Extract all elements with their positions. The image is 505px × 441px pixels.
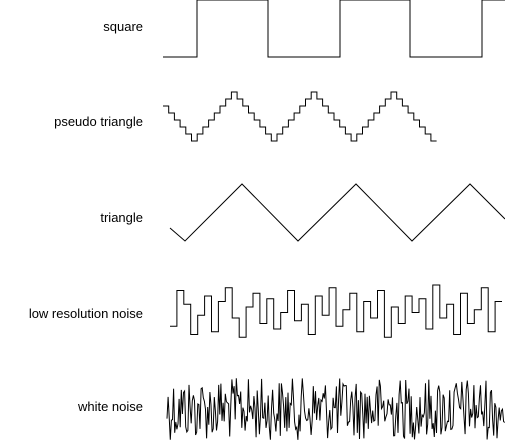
square-wave bbox=[163, 0, 505, 58]
label-white-noise: white noise bbox=[77, 399, 143, 414]
label-square: square bbox=[103, 19, 143, 34]
label-pseudo-triangle: pseudo triangle bbox=[54, 114, 143, 129]
low-resolution-noise-wave bbox=[169, 284, 502, 338]
triangle-wave bbox=[169, 183, 505, 242]
label-low-resolution-noise: low resolution noise bbox=[29, 306, 143, 321]
white-noise-wave bbox=[166, 378, 505, 440]
label-triangle: triangle bbox=[100, 210, 143, 225]
pseudo-triangle-wave bbox=[163, 91, 437, 142]
